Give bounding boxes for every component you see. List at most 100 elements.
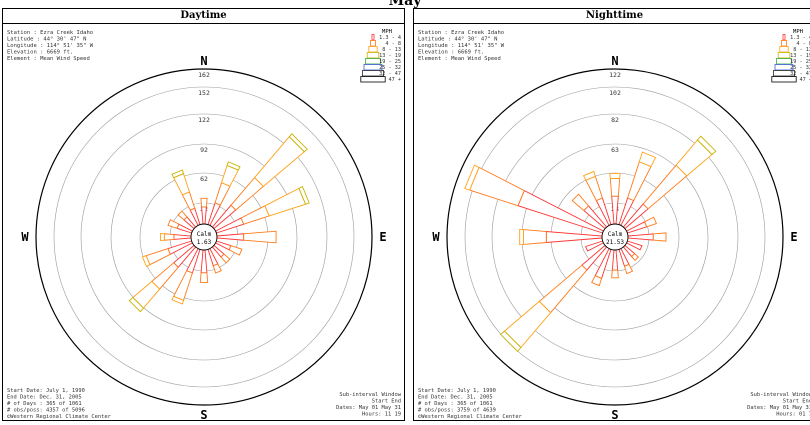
petal-dir-0-bin-1 bbox=[201, 198, 207, 207]
petal-dir-270-bin-1 bbox=[524, 230, 547, 245]
ring-label: 62 bbox=[200, 175, 208, 183]
petal-dir-45-bin-1 bbox=[231, 178, 263, 210]
footer-left-line: # of Days : 365 of 1061 bbox=[418, 401, 493, 407]
petal-dir-247.5-bin-1 bbox=[146, 249, 170, 265]
petal-dir-180-bin-1 bbox=[612, 270, 619, 278]
station-info-line: Station : Ezra Creek Idaho bbox=[7, 30, 93, 36]
petal-dir-67.5-bin-2 bbox=[265, 188, 306, 216]
petal-dir-90-bin-1 bbox=[244, 231, 276, 243]
legend-swatch bbox=[778, 53, 790, 59]
footer-right-line: Hours: 11 19 bbox=[362, 412, 401, 418]
petal-dir-45-bin-1 bbox=[643, 165, 687, 209]
footer-right-line: Dates: May 01 May 31 bbox=[747, 405, 810, 411]
legend-swatch bbox=[369, 47, 377, 53]
station-info-line: Element : Mean Wind Speed bbox=[418, 56, 501, 62]
petal-dir-337.5-bin-1 bbox=[182, 192, 194, 210]
footer-right-line: Sub-interval Window bbox=[750, 392, 810, 398]
ring-label: 122 bbox=[609, 71, 621, 79]
petal-dir-292.5-bin-1 bbox=[470, 167, 525, 205]
ring-label: 92 bbox=[200, 146, 208, 154]
legend-swatch bbox=[361, 77, 385, 83]
petal-dir-112.5-bin-1 bbox=[229, 246, 242, 255]
petal-dir-22.5-bin-1 bbox=[215, 183, 230, 205]
footer-right-line: Start End bbox=[372, 399, 401, 405]
petal-dir-90-bin-0 bbox=[628, 234, 653, 240]
petal-dir-202.5-bin-1 bbox=[174, 271, 193, 301]
compass-east: E bbox=[379, 230, 386, 244]
footer-left-line: ©Western Regional Climate Center bbox=[7, 414, 112, 420]
calm-value: 21.53 bbox=[606, 239, 624, 246]
petal-dir-270-bin-1 bbox=[164, 234, 174, 240]
station-info-line: Element : Mean Wind Speed bbox=[7, 56, 90, 62]
ring-label: 162 bbox=[198, 71, 210, 79]
petal-dir-225-bin-1 bbox=[539, 265, 587, 313]
footer-left-line: # obs/poss: 3759 of 4639 bbox=[418, 408, 496, 414]
ring-label: 102 bbox=[609, 89, 621, 97]
footer-left-line: # of Days : 365 of 1061 bbox=[7, 401, 82, 407]
legend-swatch bbox=[772, 77, 796, 83]
petal-dir-180-bin-0 bbox=[612, 250, 617, 270]
legend-swatch bbox=[781, 41, 786, 47]
petal-dir-22.5-bin-1 bbox=[628, 162, 651, 201]
compass-east: E bbox=[790, 230, 797, 244]
calm-label: Calm bbox=[197, 231, 212, 238]
ring-label: 152 bbox=[198, 89, 210, 97]
station-info-line: Elevation : 6669 ft. bbox=[7, 50, 73, 56]
footer-left-line: # obs/poss: 4357 of 5096 bbox=[7, 408, 85, 414]
petal-dir-135-bin-1 bbox=[221, 254, 230, 263]
petal-dir-270-bin-0 bbox=[546, 232, 602, 243]
petal-dir-0-bin-1 bbox=[610, 179, 619, 197]
station-info-line: Latitude : 44° 30' 47" N bbox=[418, 37, 497, 43]
compass-west: W bbox=[21, 230, 29, 244]
petal-dir-67.5-bin-1 bbox=[241, 206, 269, 224]
compass-south: S bbox=[611, 408, 618, 421]
footer-right-line: Sub-interval Window bbox=[339, 392, 401, 398]
footer-left-line: End Date: Dec. 31, 2005 bbox=[418, 395, 493, 401]
petal-dir-0-bin-0 bbox=[202, 207, 207, 224]
nighttime-panel-title: Nighttime bbox=[414, 9, 810, 24]
petal-dir-270-bin-2 bbox=[161, 234, 165, 241]
ring-label: 122 bbox=[198, 116, 210, 124]
petal-dir-157.5-bin-1 bbox=[213, 264, 221, 273]
legend-bin-label: 47 + bbox=[800, 77, 810, 83]
petal-dir-0-bin-0 bbox=[612, 196, 619, 224]
footer-left-line: End Date: Dec. 31, 2005 bbox=[7, 395, 82, 401]
footer-right-line: Dates: May 01 May 31 bbox=[336, 405, 401, 411]
station-info-line: Station : Ezra Creek Idaho bbox=[418, 30, 504, 36]
petal-dir-90-bin-1 bbox=[653, 233, 666, 241]
nighttime-panel: Nighttime 23436382102122Calm21.53NESWSta… bbox=[413, 8, 810, 421]
petal-dir-337.5-bin-1 bbox=[586, 176, 603, 200]
petal-dir-67.5-bin-1 bbox=[645, 217, 657, 227]
petal-dir-180-bin-1 bbox=[200, 273, 207, 283]
compass-north: N bbox=[200, 54, 207, 68]
compass-south: S bbox=[200, 408, 207, 421]
legend-bin-label: 47 + bbox=[389, 77, 402, 83]
footer-left-line: Start Date: July 1, 1990 bbox=[7, 388, 85, 394]
legend-swatch bbox=[367, 53, 379, 59]
footer-right-line: Start End bbox=[783, 399, 810, 405]
compass-west: W bbox=[432, 230, 440, 244]
petal-dir-0-bin-2 bbox=[610, 173, 620, 178]
footer-left-line: Start Date: July 1, 1990 bbox=[418, 388, 496, 394]
petal-dir-180-bin-0 bbox=[201, 250, 207, 273]
footer-right-line: Hours: 01 7 bbox=[776, 412, 810, 418]
petal-dir-315-bin-1 bbox=[178, 211, 187, 220]
ring-label: 63 bbox=[611, 146, 619, 154]
legend-swatch bbox=[370, 41, 375, 47]
legend-swatch bbox=[783, 35, 785, 41]
station-info-line: Elevation : 6669 ft. bbox=[418, 50, 484, 56]
station-info-line: Longitude : 114° 51' 35" W bbox=[7, 43, 94, 49]
legend-swatch bbox=[780, 47, 788, 53]
petal-dir-270-bin-0 bbox=[174, 235, 191, 240]
petal-dir-315-bin-1 bbox=[572, 194, 588, 210]
footer-left-line: ©Western Regional Climate Center bbox=[418, 414, 523, 420]
compass-north: N bbox=[611, 54, 618, 68]
calm-label: Calm bbox=[608, 231, 623, 238]
calm-value: 1.63 bbox=[197, 239, 212, 246]
daytime-panel: Daytime 326292122152162Calm1.63NESWStati… bbox=[2, 8, 405, 421]
petal-dir-292.5-bin-1 bbox=[168, 220, 179, 229]
legend-swatch bbox=[372, 35, 374, 41]
